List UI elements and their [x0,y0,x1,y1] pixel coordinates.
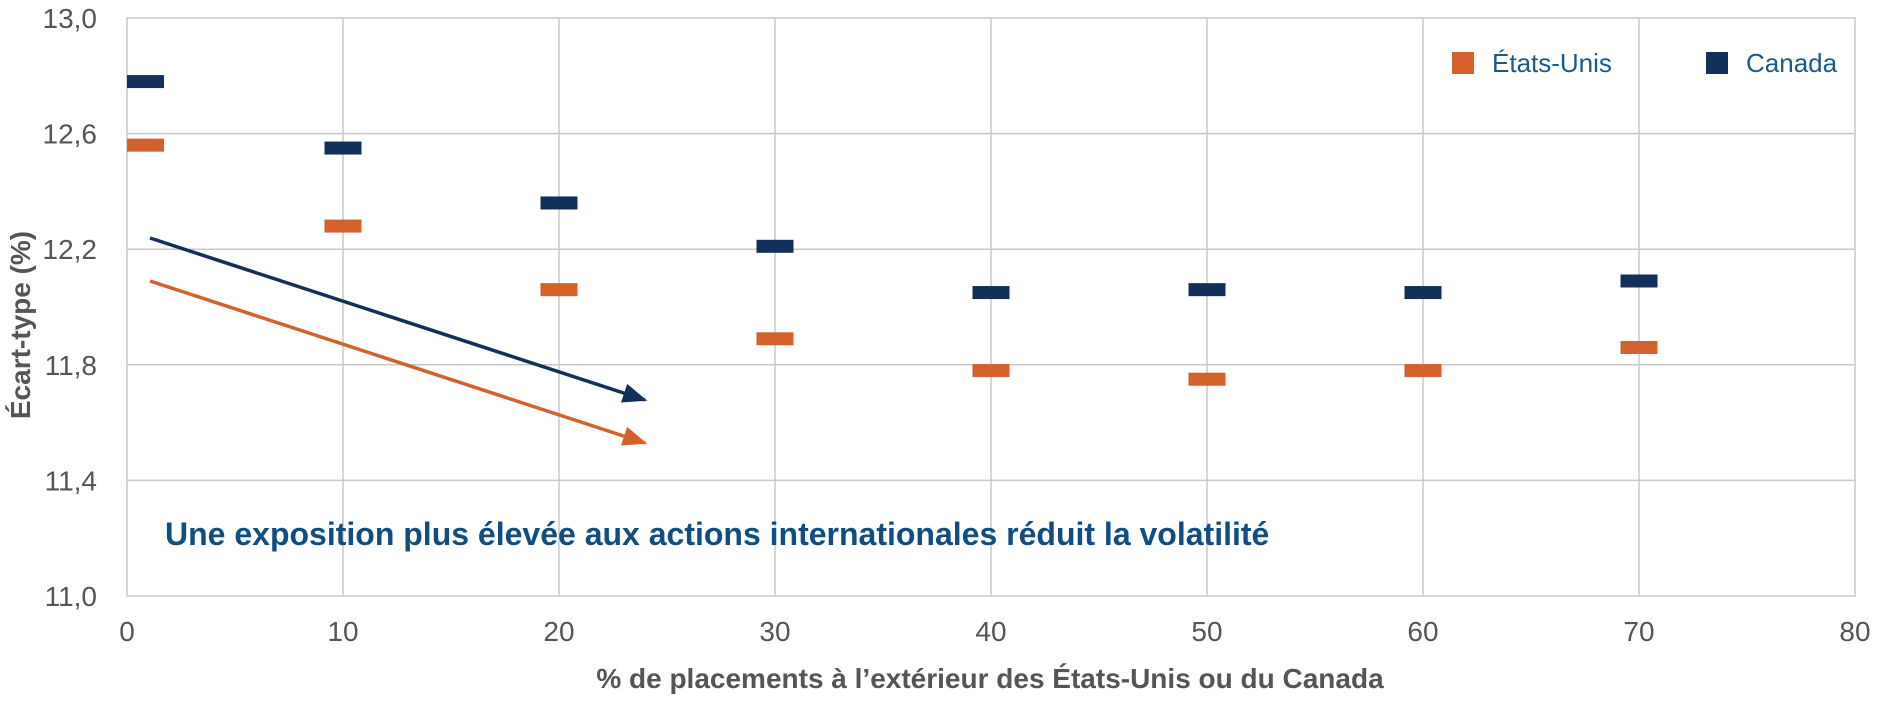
x-tick-label: 20 [543,616,574,647]
data-marks [127,75,1658,386]
data-point-us [1404,364,1442,378]
data-point-canada [1404,286,1442,300]
trend-arrows [149,236,648,446]
grid [126,17,1856,597]
data-point-canada [540,196,578,210]
data-point-canada [972,286,1010,300]
trend-arrow-us [149,279,648,446]
data-point-us [1188,372,1226,386]
x-tick-label: 0 [119,616,135,647]
legend: États-Unis Canada [1452,48,1838,78]
y-tick-label: 11,4 [45,465,97,496]
data-point-canada [1620,274,1658,288]
tick-labels: 0 10 20 30 40 50 60 70 80 11,0 11,4 11,8 12,2 12,6 13,… [43,3,1871,647]
x-tick-label: 60 [1407,616,1438,647]
y-tick-label: 13,0 [43,3,98,34]
legend-label-us: États-Unis [1492,48,1612,78]
y-tick-label: 11,0 [45,581,97,612]
trend-arrow-canada [149,236,648,403]
data-point-canada [127,75,164,89]
x-tick-label: 40 [975,616,1006,647]
legend-label-canada: Canada [1746,48,1838,78]
x-axis-title: % de placements à l’extérieur des États-… [596,663,1384,694]
x-tick-label: 10 [327,616,358,647]
y-tick-label: 12,2 [43,234,98,265]
data-point-us [540,283,578,297]
legend-swatch-canada [1706,52,1728,74]
data-point-canada [756,239,794,253]
data-point-us [1620,340,1658,354]
y-axis-title: Écart-type (%) [5,231,36,419]
data-point-us [127,138,164,152]
data-point-canada [324,141,362,155]
data-point-us [324,219,362,233]
data-point-us [972,364,1010,378]
legend-swatch-us [1452,52,1474,74]
y-tick-label: 11,8 [45,350,97,381]
y-tick-label: 12,6 [43,119,98,150]
x-tick-label: 70 [1623,616,1654,647]
x-tick-label: 50 [1191,616,1222,647]
annotation: Une exposition plus élevée aux actions i… [165,516,1269,552]
x-tick-label: 30 [759,616,790,647]
data-point-us [756,332,794,346]
x-tick-label: 80 [1839,616,1870,647]
data-point-canada [1188,283,1226,297]
